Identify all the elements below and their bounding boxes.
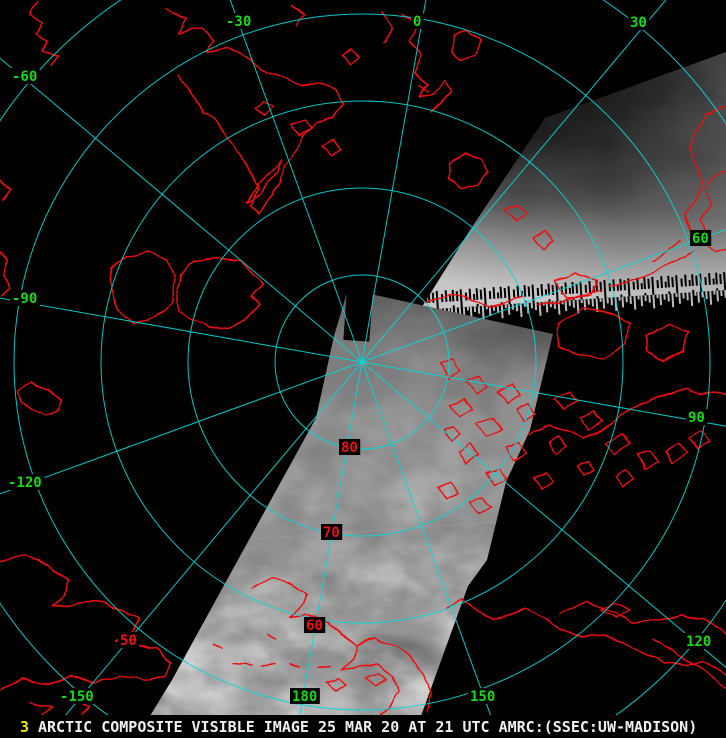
graticule-meridian [361,361,726,427]
scanline-comb-lower [420,290,726,324]
longitude-label-backdrop [628,14,650,30]
graticule-latitude-circle [100,100,624,624]
caption-background [0,715,726,738]
satellite-swath-upper-right [420,52,726,324]
latitude-label-backdrop [339,439,361,455]
latitude-label: 70 [323,525,340,541]
longitude-label: -90 [12,291,37,307]
caption-bar: 3 ARCTIC COMPOSITE VISIBLE IMAGE 25 MAR … [0,715,726,738]
longitude-label: -120 [8,475,42,491]
longitude-label-backdrop [690,230,712,246]
latitude-label-backdrop [304,617,326,633]
graticule-latitude-circle [13,13,711,711]
graticule-meridian [0,57,363,363]
longitude-label: 0 [413,14,421,30]
graticule-latitude-circle [187,187,537,537]
longitude-label-backdrop [411,13,424,29]
graticule-latitude-circle [274,274,450,450]
longitude-label-backdrop [290,688,320,704]
longitude-label: -30 [226,14,251,30]
longitude-label-backdrop [6,474,45,490]
grid-labels: 0 30 60 90 120 150 180 -150 -120 -90 -60 -30 80 70 60 5… [6,13,714,705]
graticule-meridian [361,361,500,738]
longitude-label: -150 [60,689,94,705]
longitude-label: 150 [470,689,495,705]
graticule-meridian [361,361,726,669]
longitude-label-backdrop [58,688,97,704]
caption-channel-number: 3 [20,718,29,736]
graticule-meridian [361,228,726,363]
swath-data-gap-notch [343,288,373,342]
longitude-label: 30 [630,15,647,31]
longitude-label-backdrop [468,688,498,704]
longitude-label-backdrop [686,409,708,425]
latitude-label: 50 [120,633,137,649]
graticule-meridian [361,0,667,363]
longitude-label-backdrop [684,633,714,649]
latitude-label: 60 [306,618,323,634]
longitude-label-backdrop [10,290,40,306]
graticule-meridian [0,297,363,363]
latitude-label-backdrop [321,524,343,540]
longitude-label-backdrop [10,68,40,84]
scanline-comb-upper [420,272,726,312]
latitude-label-backdrop [118,632,140,648]
longitude-label-backdrop [224,13,254,29]
latitude-label: 80 [341,440,358,456]
longitude-label: 90 [688,410,705,426]
longitude-label: 60 [692,231,709,247]
caption-text: ARCTIC COMPOSITE VISIBLE IMAGE 25 MAR 20… [38,718,697,736]
longitude-label: 180 [292,689,317,705]
coastlines [0,1,726,717]
longitude-label: 120 [686,634,711,650]
graticule-meridian [0,361,363,495]
graticule-meridian [229,0,363,363]
longitude-label: -60 [12,69,37,85]
graticule-meridian [361,0,427,363]
